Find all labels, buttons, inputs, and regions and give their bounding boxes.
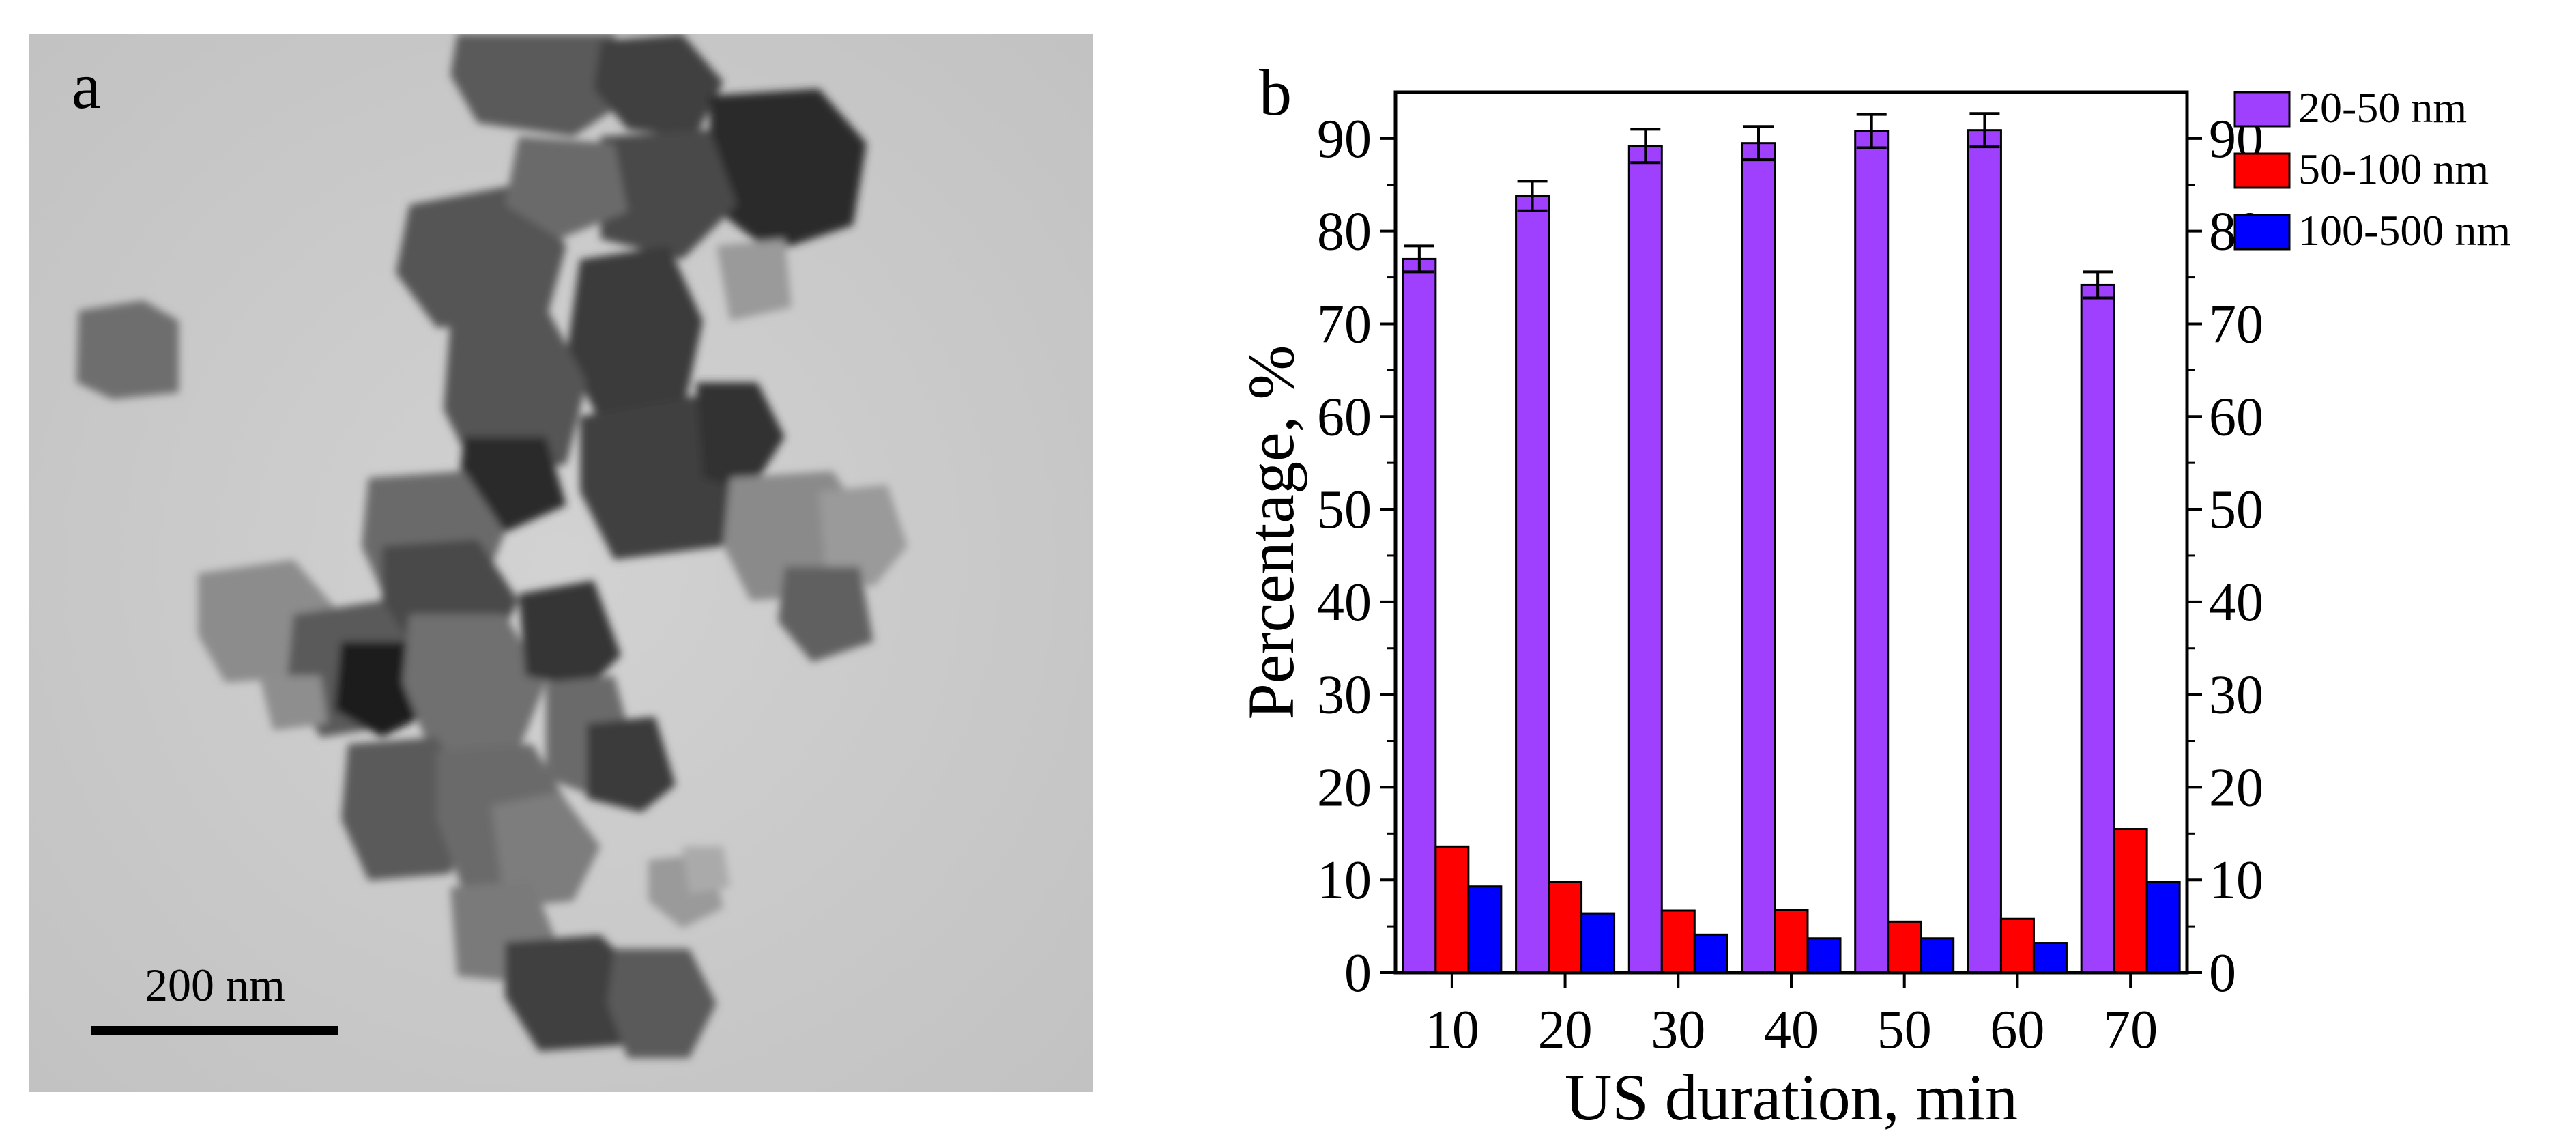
bar-20-50-nm-70 [2080,283,2115,974]
y-tick-label-left-20: 20 [1317,758,1372,818]
x-tick-label-70: 70 [2103,1000,2158,1060]
tem-micrograph: a 200 nm [29,34,1093,1092]
x-tick-label-50: 50 [1877,1000,1932,1060]
bars [1402,129,2181,974]
bar-20-50-nm-50 [1854,130,1890,974]
x-axis: 10 20 30 40 50 60 70 [1425,973,2158,1060]
bar-20-50-nm-10 [1402,257,1437,974]
error-bar-20-50-nm-20 [1517,180,1548,212]
bar-100-500-nm-60 [2032,942,2068,974]
y-tick-label-right-0: 0 [2209,943,2236,1003]
legend-swatch [2233,91,2291,128]
bar-50-100-nm-60 [1999,917,2035,974]
y-tick-label-right-30: 30 [2209,666,2263,726]
bar-100-500-nm-40 [1806,937,1842,974]
x-axis-label: US duration, min [1565,1061,2018,1134]
x-tick-label-40: 40 [1764,1000,1819,1060]
legend-label: 100-500 nm [2298,206,2510,255]
y-tick-label-left-50: 50 [1317,480,1372,540]
error-bar-20-50-nm-70 [2083,270,2113,300]
error-bar-20-50-nm-50 [1856,113,1887,149]
y-tick-label-right-40: 40 [2209,573,2263,633]
x-tick-label-30: 30 [1651,1000,1705,1060]
bar-100-500-nm-10 [1467,885,1503,974]
bar-100-500-nm-20 [1580,912,1616,974]
y-tick-label-right-70: 70 [2209,294,2263,354]
legend-item-50-100-nm: 50-100 nm [2233,145,2489,193]
legend-swatch [2233,214,2291,251]
error-bar-20-50-nm-30 [1630,128,1661,165]
y-tick-label-left-80: 80 [1317,202,1372,262]
bar-20-50-nm-40 [1741,142,1776,974]
y-tick-label-left-30: 30 [1317,666,1372,726]
y-tick-label-right-20: 20 [2209,758,2263,818]
y-tick-label-left-40: 40 [1317,573,1372,633]
panel-a-label: a [72,49,101,122]
bar-100-500-nm-30 [1693,933,1728,974]
scale-bar [91,1026,338,1035]
y-tick-label-right-10: 10 [2209,850,2263,911]
x-tick-label-60: 60 [1990,1000,2044,1060]
bar-50-100-nm-50 [1887,920,1922,974]
bar-20-50-nm-20 [1515,195,1550,974]
legend-item-20-50-nm: 20-50 nm [2233,83,2467,132]
y-tick-label-left-90: 90 [1317,109,1372,169]
bar-50-100-nm-10 [1434,845,1470,974]
y-tick-label-right-60: 60 [2209,387,2263,447]
y-tick-label-left-60: 60 [1317,387,1372,447]
y-tick-label-left-10: 10 [1317,850,1372,911]
error-bar-20-50-nm-40 [1743,125,1774,162]
bar-20-50-nm-60 [1967,129,2002,974]
legend-item-100-500-nm: 100-500 nm [2233,206,2510,255]
panel-b-label: b [1259,56,1292,129]
plot-frame [1393,90,2189,975]
error-bar-20-50-nm-60 [1969,112,2000,149]
y-tick-label-right-50: 50 [2209,480,2263,540]
bar-50-100-nm-40 [1774,909,1809,974]
nanoparticle-cluster [76,34,908,1058]
legend-label: 50-100 nm [2298,145,2489,193]
bar-100-500-nm-50 [1920,937,1955,974]
y-tick-label-left-70: 70 [1317,294,1372,354]
y-axis-left: 0 10 20 30 40 50 60 70 80 90 [1317,109,1395,1003]
legend-swatch [2233,152,2291,189]
x-tick-label-20: 20 [1538,1000,1593,1060]
bar-20-50-nm-30 [1627,145,1663,974]
legend-label: 20-50 nm [2298,83,2467,132]
bar-100-500-nm-70 [2145,881,2181,974]
bar-50-100-nm-70 [2113,828,2148,974]
error-bars [1404,112,2113,300]
x-tick-label-10: 10 [1425,1000,1479,1060]
bar-50-100-nm-20 [1548,881,1583,974]
legend: 20-50 nm 50-100 nm 100-500 nm [2233,83,2510,255]
scale-bar-label: 200 nm [145,959,285,1011]
y-tick-label-left-0: 0 [1344,943,1372,1003]
bar-chart: b 0 10 20 30 40 50 60 70 80 90 0 10 20 30 40 50 60 70 80 9… [1234,56,2510,1134]
bar-50-100-nm-30 [1660,909,1696,974]
y-axis-label: Percentage, % [1234,345,1307,719]
error-bar-20-50-nm-10 [1404,244,1434,274]
